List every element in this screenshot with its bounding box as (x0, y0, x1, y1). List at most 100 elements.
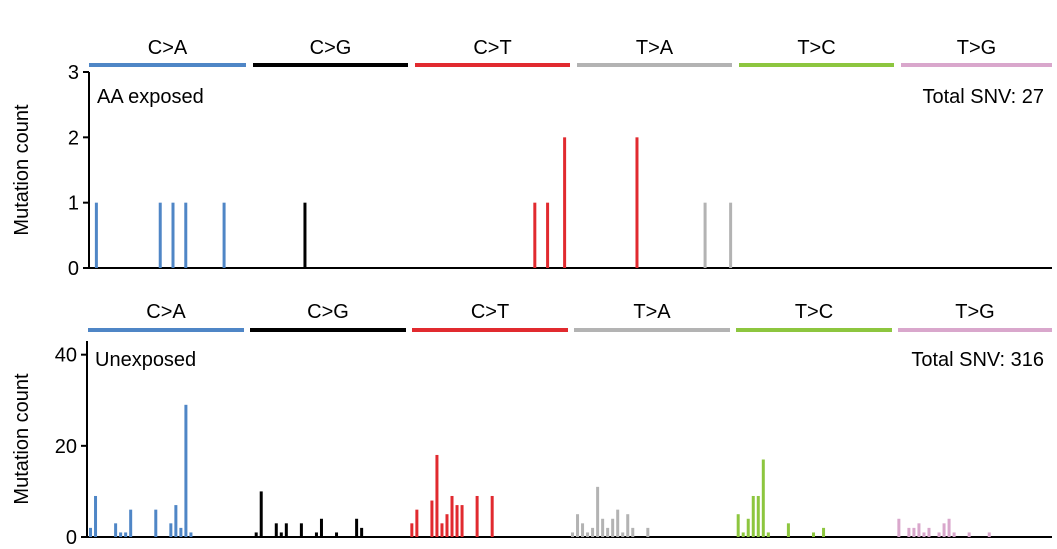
bar (596, 486, 600, 537)
category-bar-5 (739, 63, 894, 67)
bar (440, 523, 444, 537)
bar (729, 202, 733, 268)
bar (184, 404, 188, 537)
bar (533, 202, 537, 268)
panel-label: Unexposed (95, 349, 196, 371)
category-label: C>A (146, 301, 186, 323)
bar (360, 527, 364, 537)
y-tick-label: 2 (68, 127, 79, 149)
bar (736, 514, 740, 537)
bar (581, 523, 585, 537)
bar (606, 527, 610, 537)
bar (445, 514, 449, 537)
bar (355, 518, 359, 537)
category-label: C>A (148, 37, 188, 59)
bar (922, 532, 926, 537)
category-label: T>G (955, 301, 994, 323)
category-label: T>A (633, 301, 671, 323)
bar (124, 532, 128, 537)
total-snv: Total SNV: 316 (911, 349, 1044, 371)
y-axis-label: Mutation count (11, 104, 33, 236)
bar (546, 202, 550, 268)
bar (490, 495, 494, 537)
category-bar-1 (88, 328, 244, 332)
bar (751, 495, 755, 537)
category-bar-6 (901, 63, 1052, 67)
bar (646, 527, 650, 537)
bar (937, 532, 941, 537)
category-label: C>G (307, 301, 349, 323)
bar (822, 527, 826, 537)
bar (319, 518, 323, 537)
bar (703, 202, 707, 268)
bar (184, 202, 188, 268)
bar (967, 532, 971, 537)
bar (279, 532, 283, 537)
y-tick-label: 20 (55, 436, 77, 458)
bar (907, 527, 911, 537)
bar (450, 495, 454, 537)
category-bar-3 (412, 328, 568, 332)
category-bar-2 (253, 63, 408, 67)
bar (171, 202, 175, 268)
bar (897, 518, 901, 537)
bar (942, 523, 946, 537)
bar (571, 532, 575, 537)
bar (119, 532, 123, 537)
bar (174, 505, 178, 537)
bar (947, 518, 951, 537)
bar (741, 532, 745, 537)
bar (746, 518, 750, 537)
bar (284, 523, 288, 537)
bar (274, 523, 278, 537)
bar (89, 527, 93, 537)
bar (94, 202, 98, 268)
bar (927, 527, 931, 537)
bar (94, 495, 98, 537)
bar (786, 523, 790, 537)
bar (766, 532, 770, 537)
bar (917, 523, 921, 537)
bar (812, 532, 816, 537)
bar (129, 509, 133, 537)
bar (475, 495, 479, 537)
y-axis-label: Mutation count (11, 373, 33, 505)
bar (410, 523, 414, 537)
bar (189, 532, 193, 537)
panel-1: C>A C>G C>T T>A T>C T>G 0 1 2 3 Mutation count AA e… (11, 37, 1052, 280)
bar (987, 532, 991, 537)
category-bar-4 (574, 328, 730, 332)
category-label: C>G (310, 37, 352, 59)
category-label: C>T (473, 37, 511, 59)
category-label: T>G (957, 37, 996, 59)
category-bar-3 (415, 63, 570, 67)
category-label: T>C (795, 301, 833, 323)
bar (601, 518, 605, 537)
y-tick-label: 1 (68, 193, 79, 215)
bar (591, 527, 595, 537)
bar (563, 137, 567, 268)
panel-2: C>A C>G C>T T>A T>C T>G 0 20 40 Mutation count Une… (11, 301, 1052, 549)
bar (314, 532, 318, 537)
bar (616, 509, 620, 537)
panel-label: AA exposed (97, 86, 204, 108)
total-snv: Total SNV: 27 (922, 86, 1044, 108)
bar (154, 509, 158, 537)
bar (586, 532, 590, 537)
bar (912, 527, 916, 537)
bar (179, 527, 183, 537)
category-bar-2 (250, 328, 406, 332)
bar (114, 523, 118, 537)
category-bar-1 (89, 63, 246, 67)
bar (611, 518, 615, 537)
bar (761, 459, 765, 537)
bar (621, 532, 625, 537)
y-tick-label: 0 (66, 527, 77, 549)
bar (430, 500, 434, 537)
category-label: T>A (636, 37, 674, 59)
y-tick-label: 0 (68, 258, 79, 280)
bar (756, 495, 760, 537)
y-tick-label: 40 (55, 345, 77, 367)
bar (626, 514, 630, 537)
